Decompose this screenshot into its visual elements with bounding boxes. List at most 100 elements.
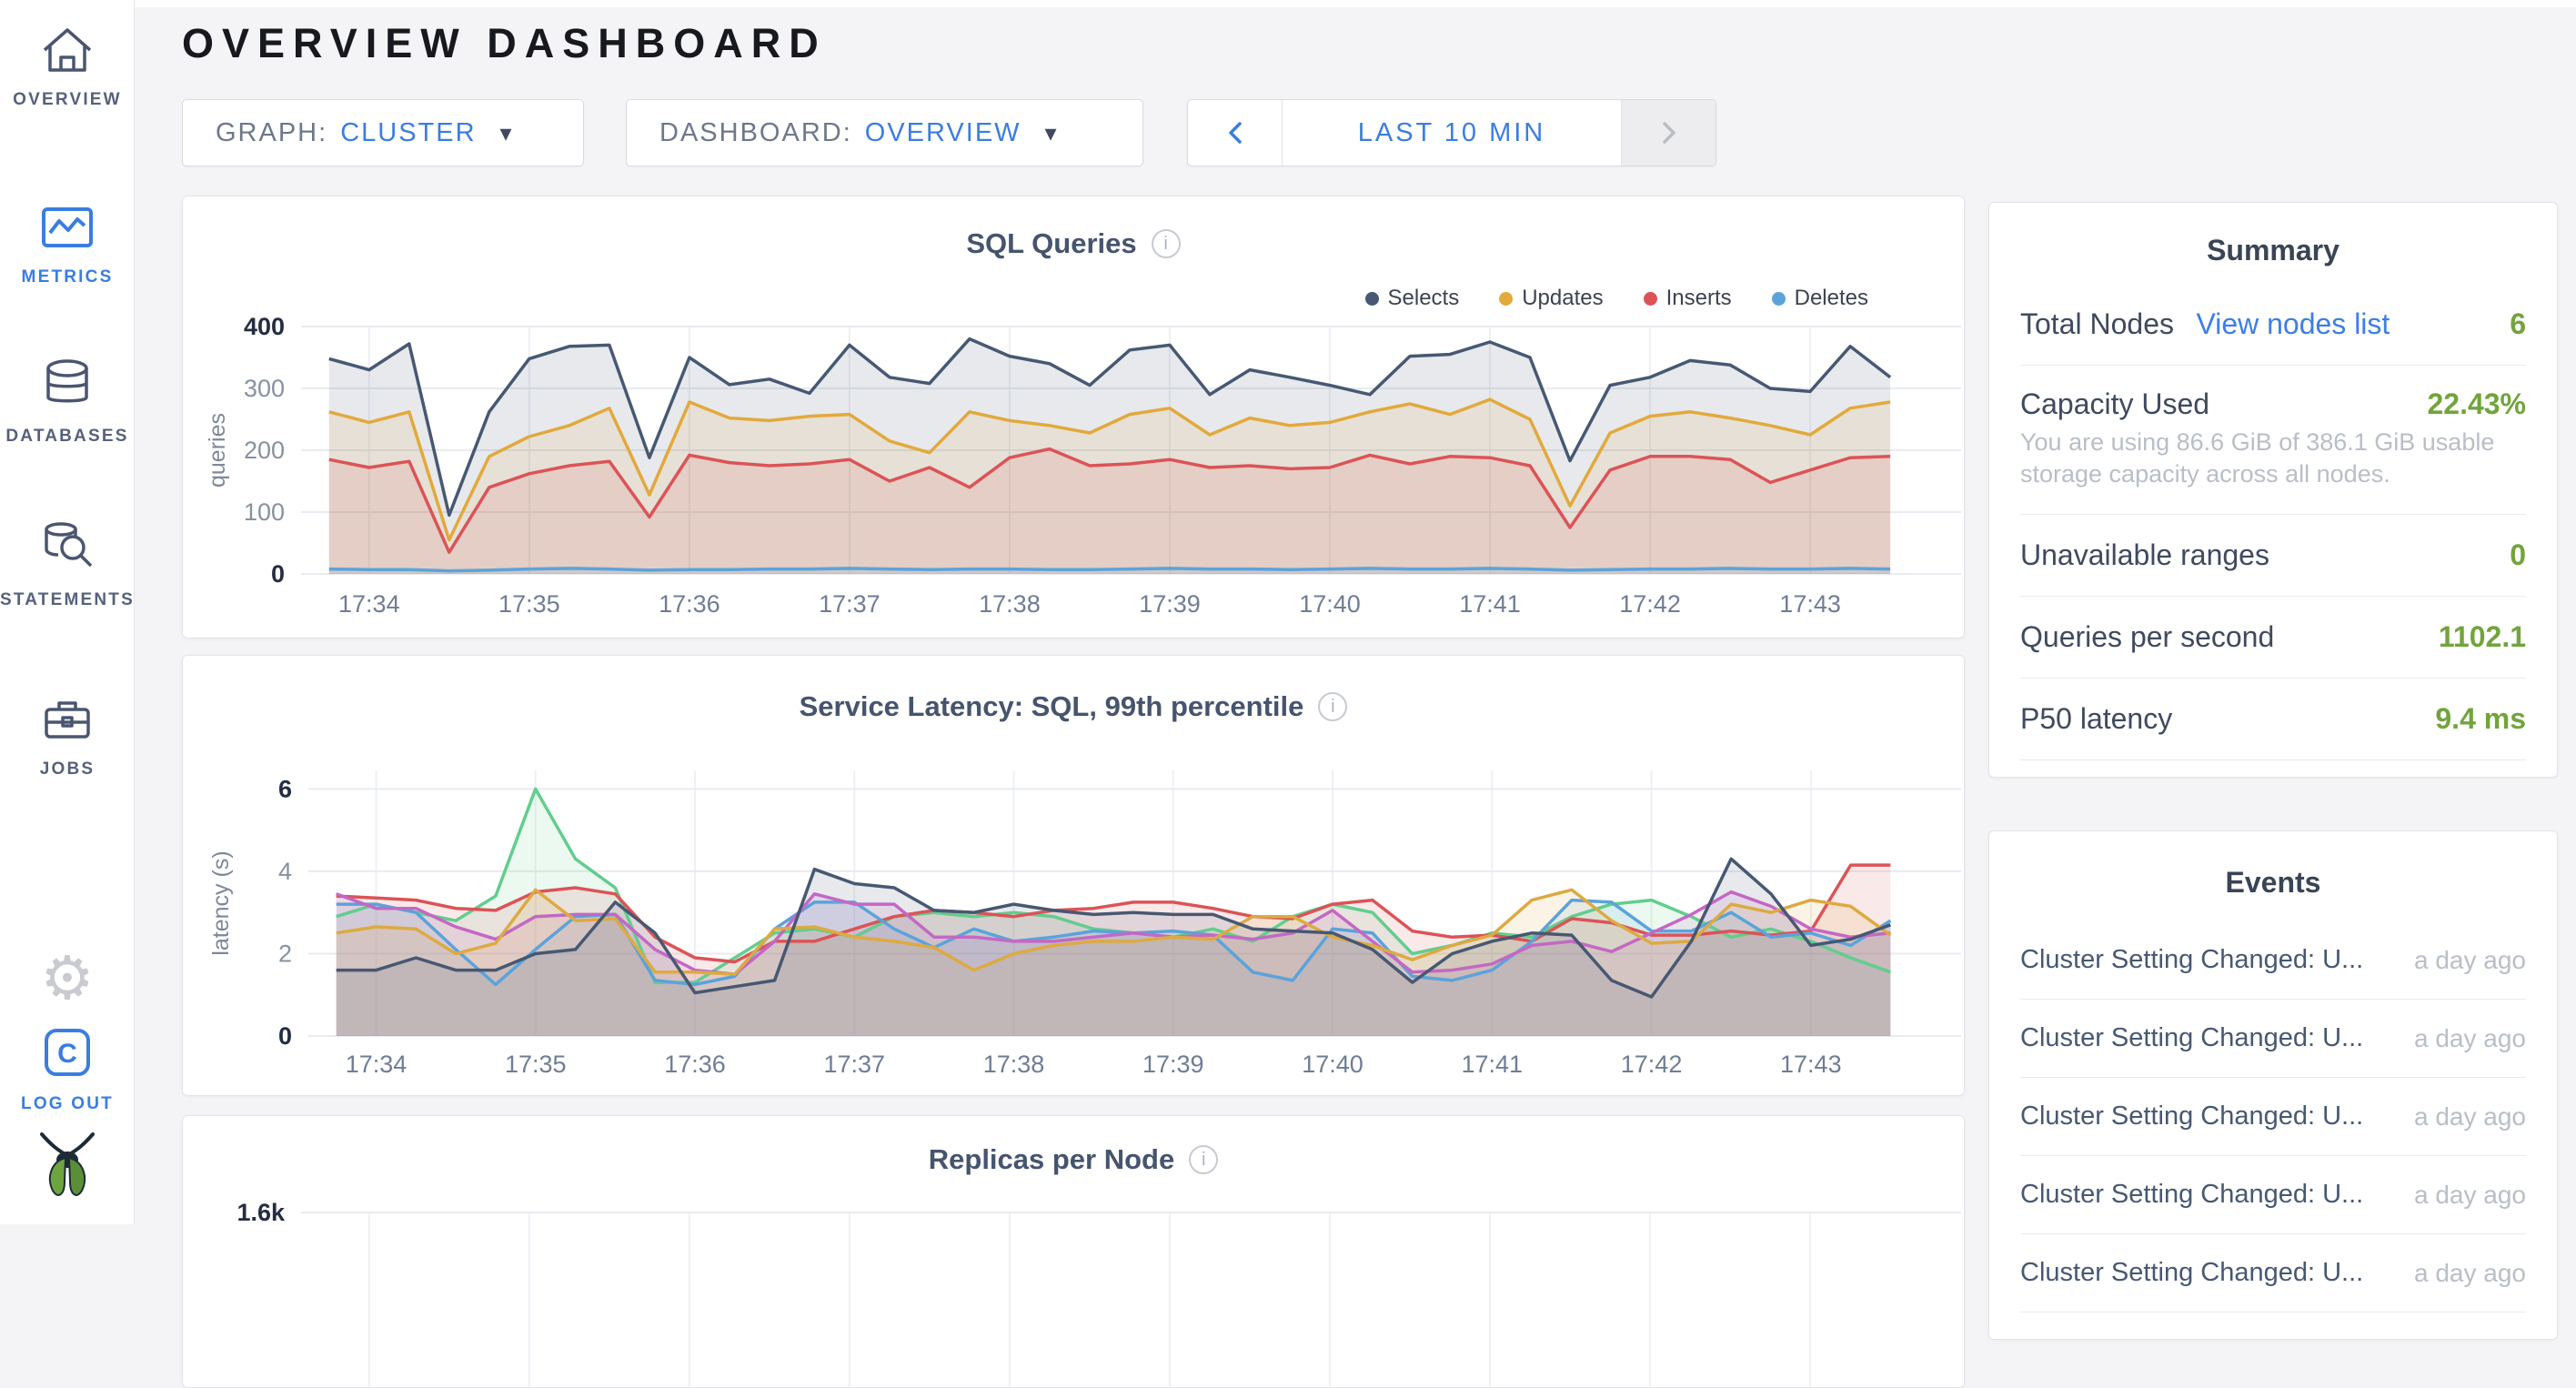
chart-header: Service Latency: SQL, 99th percentile i [183, 690, 1964, 723]
time-range-label[interactable]: LAST 10 MIN [1357, 117, 1546, 147]
svg-text:4: 4 [278, 858, 292, 885]
unavailable-value: 0 [2510, 538, 2526, 572]
view-nodes-list-link[interactable]: View nodes list [2196, 307, 2390, 340]
total-nodes-label: Total Nodes [2020, 307, 2174, 340]
svg-text:17:43: 17:43 [1779, 590, 1841, 618]
svg-text:17:39: 17:39 [1139, 590, 1201, 618]
svg-text:6: 6 [278, 775, 292, 802]
svg-text:200: 200 [244, 437, 285, 464]
svg-text:17:40: 17:40 [1299, 590, 1361, 618]
capacity-value: 22.43% [2427, 387, 2526, 420]
controls-row: GRAPH: CLUSTER ▾ DASHBOARD: OVERVIEW ▾ L… [182, 99, 1716, 166]
database-icon [38, 357, 96, 417]
event-row[interactable]: Cluster Setting Changed: U... a day ago [2020, 1000, 2526, 1078]
total-nodes-value: 6 [2510, 307, 2526, 340]
summary-row-total-nodes: Total Nodes View nodes list 6 [2020, 284, 2526, 366]
logout-label: LOG OUT [21, 1094, 114, 1113]
chart-title: Replicas per Node [928, 1143, 1175, 1175]
capacity-label: Capacity Used [2020, 387, 2210, 420]
graph-dropdown-value: CLUSTER [340, 117, 477, 147]
metrics-icon [38, 201, 96, 258]
events-panel: Events Cluster Setting Changed: U... a d… [1988, 830, 2558, 1340]
chart-legend: Selects Updates Inserts Deletes [1364, 286, 1868, 311]
event-row[interactable]: Cluster Setting Changed: U... a day ago [2020, 1234, 2526, 1313]
svg-text:queries: queries [205, 413, 230, 488]
svg-text:300: 300 [244, 375, 285, 402]
top-strip [0, 0, 2576, 7]
statements-icon [38, 520, 96, 581]
summary-row-p99: P99 latency 4026.5 ms [2020, 760, 2526, 777]
sidebar-item-label: DATABASES [5, 427, 129, 446]
qps-value: 1102.1 [2438, 620, 2526, 654]
sidebar-item-overview[interactable]: OVERVIEW [0, 24, 135, 110]
settings-button[interactable]: ⚙ [0, 948, 135, 1008]
svg-text:17:38: 17:38 [979, 590, 1041, 618]
service-latency-chart[interactable]: 17:34 17:35 17:36 17:37 17:38 17:39 17:40 17:41… [183, 656, 1964, 1095]
sidebar-item-label: STATEMENTS [0, 590, 135, 609]
info-icon[interactable]: i [1318, 692, 1348, 721]
chevron-down-icon: ▾ [499, 118, 512, 146]
svg-text:17:41: 17:41 [1459, 590, 1521, 618]
svg-text:400: 400 [244, 313, 285, 340]
legend-dot [1364, 291, 1379, 306]
chevron-right-icon [1662, 122, 1675, 144]
svg-text:100: 100 [244, 498, 285, 526]
sidebar-item-metrics[interactable]: METRICS [0, 201, 135, 287]
info-icon[interactable]: i [1151, 229, 1181, 258]
svg-text:0: 0 [271, 560, 285, 588]
sidebar-item-databases[interactable]: DATABASES [0, 357, 135, 447]
svg-text:17:40: 17:40 [1302, 1051, 1363, 1078]
svg-text:17:42: 17:42 [1619, 590, 1681, 618]
chart-title: SQL Queries [966, 227, 1137, 259]
legend-dot [1643, 291, 1657, 306]
svg-text:17:37: 17:37 [819, 590, 880, 618]
summary-row-capacity: Capacity Used 22.43% You are using 86.6 … [2020, 366, 2526, 516]
svg-text:17:36: 17:36 [664, 1051, 726, 1078]
svg-text:C: C [57, 1039, 77, 1069]
svg-text:17:35: 17:35 [498, 590, 560, 618]
svg-text:17:43: 17:43 [1780, 1051, 1842, 1078]
summary-row-qps: Queries per second 1102.1 [2020, 597, 2526, 679]
legend-item: Inserts [1643, 286, 1732, 311]
graph-dropdown[interactable]: GRAPH: CLUSTER ▾ [182, 99, 584, 166]
time-range-control: LAST 10 MIN [1187, 99, 1716, 166]
svg-text:17:41: 17:41 [1462, 1051, 1524, 1078]
legend-dot [1499, 291, 1514, 306]
svg-text:17:38: 17:38 [983, 1051, 1045, 1078]
graph-dropdown-label: GRAPH: [216, 117, 328, 147]
events-title: Events [2225, 866, 2321, 899]
home-icon [38, 24, 96, 81]
chevron-left-icon [1228, 122, 1242, 144]
info-icon[interactable]: i [1189, 1145, 1219, 1174]
cockroachdb-logo [0, 1131, 135, 1213]
svg-text:17:42: 17:42 [1621, 1051, 1683, 1078]
sql-queries-chart[interactable]: 17:34 17:35 17:36 17:37 17:38 17:39 17:40 17:41… [183, 196, 1964, 638]
logout-icon: C [38, 1028, 96, 1085]
legend-item: Deletes [1771, 286, 1868, 311]
qps-label: Queries per second [2020, 620, 2275, 654]
chevron-down-icon: ▾ [1044, 118, 1057, 146]
event-row[interactable]: Cluster Setting Changed: U... a day ago [2020, 1156, 2526, 1234]
dashboard-dropdown[interactable]: DASHBOARD: OVERVIEW ▾ [626, 99, 1143, 166]
time-range-next-button[interactable] [1621, 100, 1716, 166]
legend-item: Updates [1499, 286, 1604, 311]
summary-title: Summary [2207, 234, 2340, 267]
cockroach-icon [35, 1131, 100, 1213]
p50-label: P50 latency [2020, 702, 2173, 736]
logout-button[interactable]: C LOG OUT [0, 1028, 135, 1114]
svg-text:17:34: 17:34 [338, 590, 400, 618]
svg-text:0: 0 [278, 1022, 292, 1050]
svg-text:17:37: 17:37 [823, 1051, 885, 1078]
event-row[interactable]: Cluster Setting Changed: U... a day ago [2020, 921, 2526, 1000]
chart-header: SQL Queries i [183, 227, 1964, 260]
sidebar-item-statements[interactable]: STATEMENTS [0, 520, 135, 610]
main-content: OVERVIEW DASHBOARD GRAPH: CLUSTER ▾ DASH… [135, 0, 2576, 1388]
summary-row-p50: P50 latency 9.4 ms [2020, 679, 2526, 761]
replicas-per-node-chart[interactable]: 1.6k [183, 1116, 1964, 1387]
sidebar-item-jobs[interactable]: JOBS [0, 691, 135, 779]
svg-text:17:34: 17:34 [346, 1051, 408, 1078]
unavailable-label: Unavailable ranges [2020, 538, 2269, 572]
event-row[interactable]: Cluster Setting Changed: U... a day ago [2020, 1078, 2526, 1156]
legend-item: Selects [1364, 286, 1459, 311]
time-range-prev-button[interactable] [1188, 100, 1283, 166]
